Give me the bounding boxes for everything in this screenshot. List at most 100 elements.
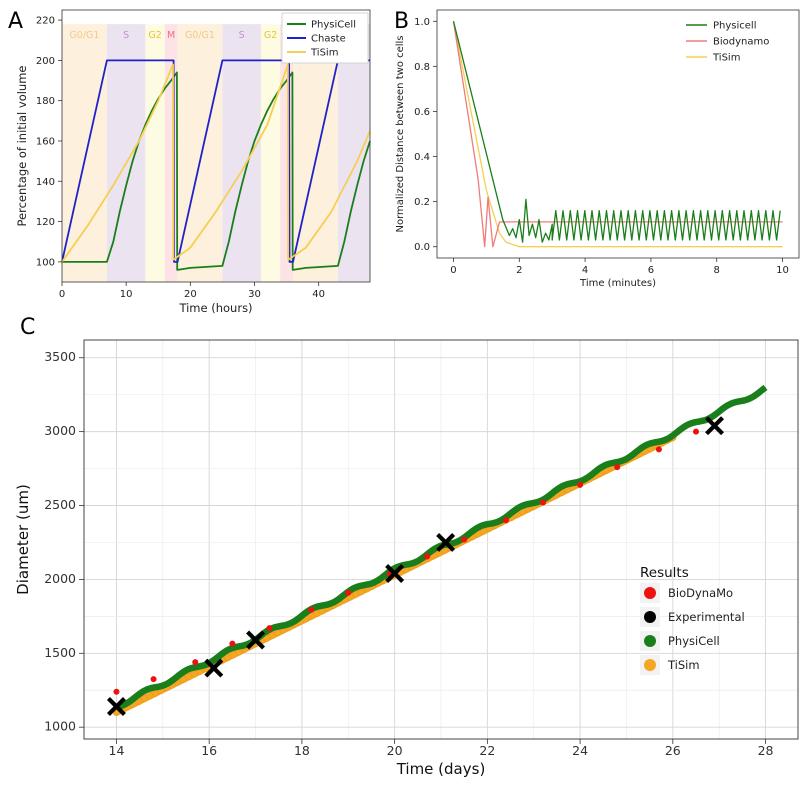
a-plot-frame	[61, 9, 371, 283]
a-phase-label: G2	[148, 30, 161, 41]
c-experimental-stroke	[106, 697, 126, 716]
b-y-tick-label: 0.2	[414, 197, 430, 208]
c-legend: Results BioDynaMo Experimental PhysiCell TiS…	[640, 565, 745, 675]
c-legend-swatch	[644, 659, 656, 671]
c-biodynamo-point	[577, 481, 584, 488]
panel-label-b: B	[394, 9, 409, 34]
c-legend-swatch	[644, 635, 656, 647]
b-series-lines	[452, 21, 783, 248]
a-y-axis-label: Percentage of initial volume	[15, 66, 29, 227]
a-phase-band	[177, 24, 223, 283]
a-phase-label: G0/G1	[69, 30, 99, 41]
c-y-tick-label: 2000	[44, 571, 76, 586]
b-axes: 0 2 4 6 8 10 0.0 0.2 0.4 0.6 0.8 1.0	[414, 17, 789, 276]
c-biodynamo-point	[693, 428, 699, 435]
b-x-axis-label: Time (minutes)	[579, 278, 656, 289]
c-experimental-marker	[436, 532, 456, 552]
panel-label-a: A	[8, 9, 23, 34]
c-biodynamo-point	[113, 688, 120, 695]
c-experimental-stroke	[705, 416, 725, 436]
b-series-line	[452, 21, 783, 248]
a-phase-band	[260, 24, 281, 283]
b-y-tick-label: 0.4	[414, 152, 430, 163]
c-y-axis-label: Diameter (um)	[14, 484, 32, 595]
a-legend-label: PhysiCell	[311, 20, 356, 31]
a-x-tick-label: 10	[120, 289, 133, 300]
b-x-tick-label: 6	[648, 265, 654, 276]
a-y-tick-label: 120	[36, 217, 55, 228]
a-x-tick-label: 0	[59, 289, 65, 300]
b-series-line	[452, 21, 781, 243]
a-legend-label: Chaste	[311, 34, 346, 45]
b-x-tick-label: 2	[516, 265, 522, 276]
c-x-tick-label: 26	[665, 743, 681, 758]
c-experimental-marker	[204, 658, 224, 678]
c-x-tick-label: 28	[758, 743, 774, 758]
a-phase-band	[164, 24, 178, 283]
c-plot-frame	[83, 339, 799, 740]
a-phase-labels: G0/G1 S G2 M G0/G1 S G2	[69, 30, 277, 41]
c-legend-title: Results	[640, 565, 689, 581]
b-y-tick-label: 0.8	[414, 62, 430, 73]
a-phase-band	[145, 24, 165, 283]
c-biodynamo-point	[502, 517, 509, 524]
c-legend-label: BioDynaMo	[668, 586, 733, 600]
c-experimental-stroke	[385, 564, 405, 583]
a-phase-band	[293, 24, 338, 283]
c-legend-swatch	[644, 587, 656, 599]
a-series-lines	[61, 59, 371, 271]
a-phase-band	[62, 24, 107, 283]
c-biodynamo-point	[150, 676, 157, 683]
c-x-tick-label: 18	[294, 743, 310, 758]
c-experimental-marker	[385, 564, 405, 583]
b-x-tick-label: 0	[450, 265, 456, 276]
a-y-tick-label: 180	[36, 96, 55, 107]
b-y-tick-label: 0.6	[414, 107, 430, 118]
a-phase-label: S	[239, 30, 245, 41]
c-axes: 14 16 18 20 22 24 26 28 1000 1500 2000 2500 3000 3500	[44, 349, 773, 758]
c-biodynamo-point	[614, 464, 621, 471]
c-experimental-marker	[246, 630, 266, 650]
chart-a: G0/G1 S G2 M G0/G1 S G2 0 10 20 30 40 100 120 140 160 1…	[15, 9, 371, 315]
a-legend: PhysiCell Chaste TiSim	[281, 12, 369, 64]
b-legend-label: Physicell	[713, 21, 756, 32]
a-phase-band	[337, 24, 370, 283]
c-y-tick-label: 1500	[44, 645, 76, 660]
b-legend: Physicell Biodynamo TiSim	[686, 21, 769, 64]
b-series-line	[452, 21, 783, 248]
c-y-tick-label: 2500	[44, 497, 76, 512]
c-y-tick-label: 1000	[44, 719, 76, 734]
c-series-marks	[106, 384, 768, 717]
a-phase-label: M	[167, 30, 175, 41]
c-x-tick-label: 20	[387, 743, 403, 758]
panel-label-c: C	[20, 315, 35, 340]
c-biodynamo-point	[229, 640, 236, 647]
a-x-axis-label: Time (hours)	[178, 301, 252, 315]
c-x-tick-label: 16	[201, 743, 217, 758]
a-series-line	[61, 59, 370, 263]
a-y-tick-label: 140	[36, 177, 55, 188]
c-experimental-stroke	[204, 658, 224, 678]
a-y-tick-label: 160	[36, 136, 55, 147]
c-biodynamo-point	[655, 446, 662, 453]
a-phase-label: G2	[264, 30, 277, 41]
c-biodynamo-point	[345, 589, 352, 596]
c-biodynamo-point	[192, 659, 199, 666]
c-biodynamo-point	[266, 625, 273, 632]
c-legend-label: TiSim	[667, 658, 700, 672]
c-y-tick-label: 3500	[44, 349, 76, 364]
c-biodynamo-point	[424, 553, 431, 560]
b-x-tick-label: 4	[582, 265, 588, 276]
c-x-axis-label: Time (days)	[396, 760, 486, 778]
b-y-tick-label: 1.0	[414, 17, 430, 28]
c-biodynamo-point	[540, 499, 546, 506]
b-x-tick-label: 10	[776, 265, 789, 276]
a-phase-bands	[62, 24, 370, 283]
c-x-tick-label: 22	[479, 743, 495, 758]
a-x-tick-label: 40	[312, 289, 325, 300]
a-series-line	[61, 63, 371, 263]
c-biodynamo-point	[308, 606, 315, 613]
b-legend-label: TiSim	[712, 53, 740, 64]
c-experimental-marker	[106, 697, 126, 716]
